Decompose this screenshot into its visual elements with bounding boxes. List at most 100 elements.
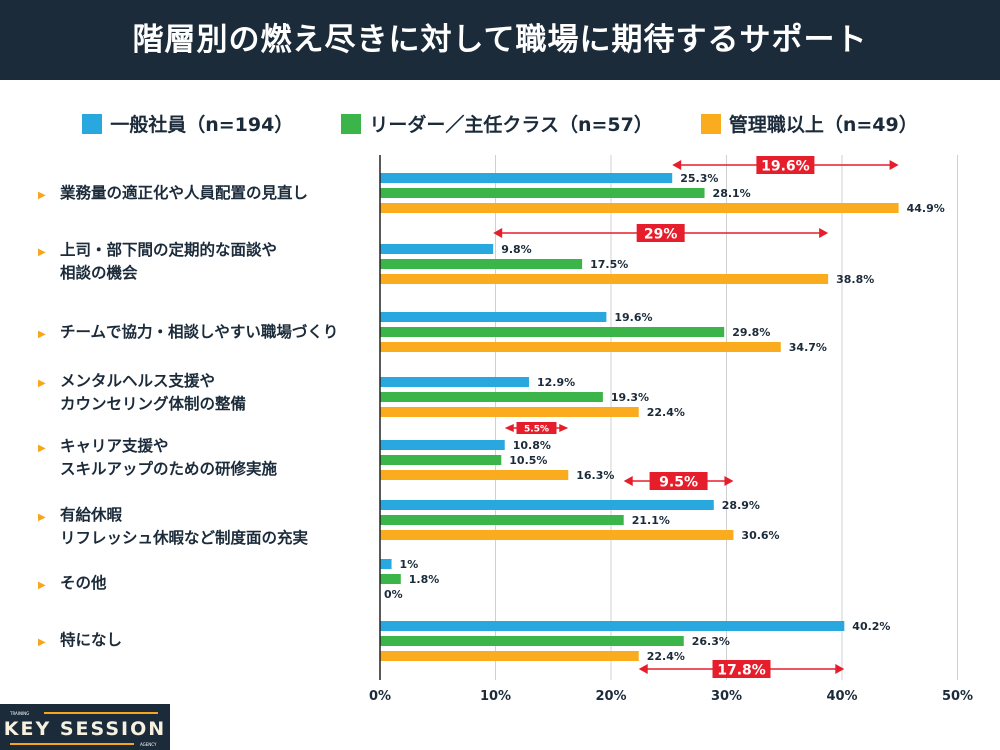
data-label: 21.1% [632,514,670,527]
bar [380,407,639,417]
x-tick-label: 20% [595,689,626,704]
data-label: 12.9% [537,376,575,389]
legend-swatch [82,113,103,134]
bar [380,470,569,480]
arrow-left-icon [493,228,503,238]
x-tick-label: 0% [369,689,391,704]
data-label: 10.8% [513,439,551,452]
svg-text:AGENCY: AGENCY [140,742,157,747]
data-label: 10.5% [509,454,547,467]
category-label: ▶ その他 [38,572,107,597]
bar [380,455,502,465]
logo: TRAINING KEY SESSION AGENCY [0,704,170,750]
annotation-label: 29% [644,227,678,243]
arrow-left-icon [623,476,633,486]
triangle-bullet-icon: ▶ [38,189,46,201]
data-label: 25.3% [680,172,718,185]
category-label: ▶ メンタルヘルス支援や カウンセリング体制の整備 [38,370,246,416]
bar [380,188,705,198]
bar [380,244,494,254]
legend-label: リーダー／主任クラス（n=57） [369,114,653,136]
data-label: 40.2% [852,620,890,633]
bar [380,274,829,284]
x-tick-label: 10% [480,689,511,704]
category-label: ▶ 上司・部下間の定期的な面談や 相談の機会 [38,239,277,285]
legend: 一般社員（n=194） リーダー／主任クラス（n=57） 管理職以上（n=49） [0,110,1000,137]
bar [380,312,607,322]
x-tick-label: 40% [826,689,857,704]
data-label: 28.9% [722,499,760,512]
triangle-bullet-icon: ▶ [38,636,46,648]
data-label: 28.1% [713,187,751,200]
triangle-bullet-icon: ▶ [38,579,46,591]
difference-annotation: 9.5% [623,472,734,491]
x-tick-label: 30% [711,689,742,704]
bar [380,574,401,584]
data-label: 44.9% [907,202,945,215]
data-label: 34.7% [789,341,827,354]
data-label: 26.3% [692,635,730,648]
difference-annotation: 5.5% [504,422,569,435]
bar [380,636,684,646]
arrow-right-icon [835,664,845,674]
data-label: 22.4% [647,406,685,419]
annotation-label: 17.8% [717,663,766,679]
triangle-bullet-icon: ▶ [38,443,46,454]
arrow-right-icon [819,228,829,238]
legend-item: 管理職以上（n=49） [700,110,918,137]
legend-item: リーダー／主任クラス（n=57） [341,110,653,137]
bar [380,530,734,540]
legend-label: 一般社員（n=194） [110,114,294,136]
legend-item: 一般社員（n=194） [82,110,293,137]
data-label: 22.4% [647,650,685,663]
arrow-right-icon [724,476,734,486]
arrow-left-icon [672,160,682,170]
arrow-right-icon [889,160,899,170]
bar [380,327,725,337]
bar [380,392,603,402]
difference-annotation: 17.8% [638,660,845,679]
triangle-bullet-icon: ▶ [38,512,46,523]
bar [380,377,529,387]
arrow-left-icon [638,664,648,674]
category-label: ▶ 業務量の適正化や人員配置の見直し [38,182,308,207]
legend-label: 管理職以上（n=49） [728,114,918,136]
data-label: 1.8% [409,573,440,586]
bar [380,515,624,525]
bar [380,173,673,183]
data-label: 1% [400,558,419,571]
bar [380,259,583,269]
bar [380,500,714,510]
svg-text:TRAINING: TRAINING [9,711,29,716]
data-label: 16.3% [576,469,614,482]
annotation-label: 5.5% [524,425,549,435]
data-label: 38.8% [836,273,874,286]
bar [380,342,781,352]
data-label: 29.8% [732,326,770,339]
data-label: 19.3% [611,391,649,404]
annotation-label: 9.5% [659,475,698,491]
bar [380,621,845,631]
difference-annotation: 19.6% [672,156,899,175]
category-label: ▶ キャリア支援や スキルアップのための研修実施 [38,435,277,481]
x-tick-label: 50% [942,689,973,704]
triangle-bullet-icon: ▶ [38,378,46,389]
data-label: 30.6% [741,529,779,542]
svg-text:KEY SESSION: KEY SESSION [4,718,166,740]
data-label: 19.6% [614,311,652,324]
category-label: ▶ 有給休暇 リフレッシュ休暇など制度面の充実 [38,504,308,550]
category-label: ▶ チームで協力・相談しやすい職場づくり [38,321,338,346]
triangle-bullet-icon: ▶ [38,247,46,258]
bar [380,440,505,450]
data-label: 17.5% [590,258,628,271]
arrow-left-icon [504,424,514,432]
data-label: 0% [384,588,403,601]
difference-annotation: 29% [493,224,829,243]
legend-swatch [341,113,362,134]
bar [380,203,899,213]
arrow-right-icon [559,424,569,432]
bar [380,651,639,661]
data-label: 9.8% [501,243,532,256]
triangle-bullet-icon: ▶ [38,328,46,340]
